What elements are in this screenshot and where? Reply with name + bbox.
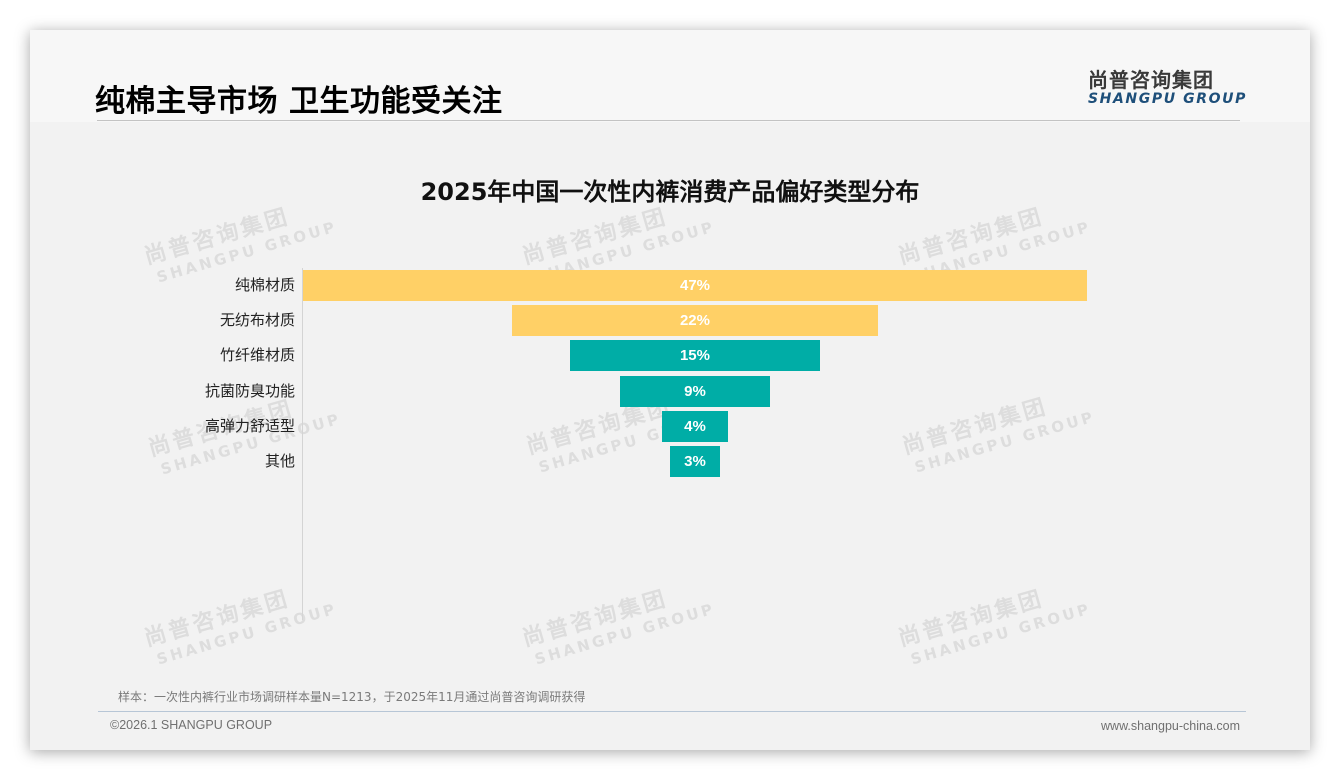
bar-value-label: 47%: [679, 277, 711, 294]
bar-value-label: 22%: [679, 312, 710, 329]
logo-cn-text: 尚普咨询集团: [1088, 68, 1214, 92]
watermark: 尚普咨询集团 SHANGPU GROUP: [519, 586, 718, 669]
bar-value-label: 15%: [679, 347, 710, 364]
header-divider: [97, 120, 1240, 121]
copyright-text: ©2026.1 SHANGPU GROUP: [110, 718, 273, 732]
funnel-bar: 47%: [303, 270, 1087, 301]
bar-value-label: 9%: [684, 383, 706, 400]
category-label: 竹纤维材质: [219, 346, 295, 364]
category-label: 纯棉材质: [234, 276, 295, 294]
sample-note: 样本：一次性内裤行业市场调研样本量N=1213，于2025年11月通过尚普咨询调…: [118, 690, 586, 704]
chart-title: 2025年中国一次性内裤消费产品偏好类型分布: [420, 178, 920, 206]
funnel-bar: 22%: [511, 305, 879, 336]
header-band: [30, 30, 1310, 122]
category-label: 其他: [264, 452, 295, 470]
category-label: 高弹力舒适型: [204, 417, 295, 435]
funnel-bar: 9%: [619, 376, 771, 407]
funnel-bar: 4%: [661, 411, 729, 442]
slide-card: 纯棉主导市场 卫生功能受关注 尚普咨询集团 SHANGPU GROUP 尚普咨询…: [30, 30, 1310, 750]
page-title: 纯棉主导市场 卫生功能受关注: [95, 84, 503, 119]
footer-divider: [98, 711, 1246, 712]
logo-en-text: SHANGPU GROUP: [1088, 91, 1247, 107]
bar-value-label: 4%: [684, 418, 706, 435]
category-label: 抗菌防臭功能: [204, 382, 295, 400]
watermark: 尚普咨询集团 SHANGPU GROUP: [141, 586, 340, 669]
category-axis-line: [302, 268, 303, 620]
watermark: 尚普咨询集团 SHANGPU GROUP: [895, 586, 1094, 669]
funnel-bar: 3%: [669, 446, 720, 477]
watermark: 尚普咨询集团 SHANGPU GROUP: [899, 394, 1098, 477]
website-link[interactable]: www.shangpu-china.com: [1101, 719, 1240, 733]
funnel-bar: 15%: [569, 340, 821, 371]
brand-logo: 尚普咨询集团 SHANGPU GROUP: [1088, 64, 1248, 107]
bar-value-label: 3%: [684, 453, 706, 470]
category-label: 无纺布材质: [219, 311, 295, 329]
